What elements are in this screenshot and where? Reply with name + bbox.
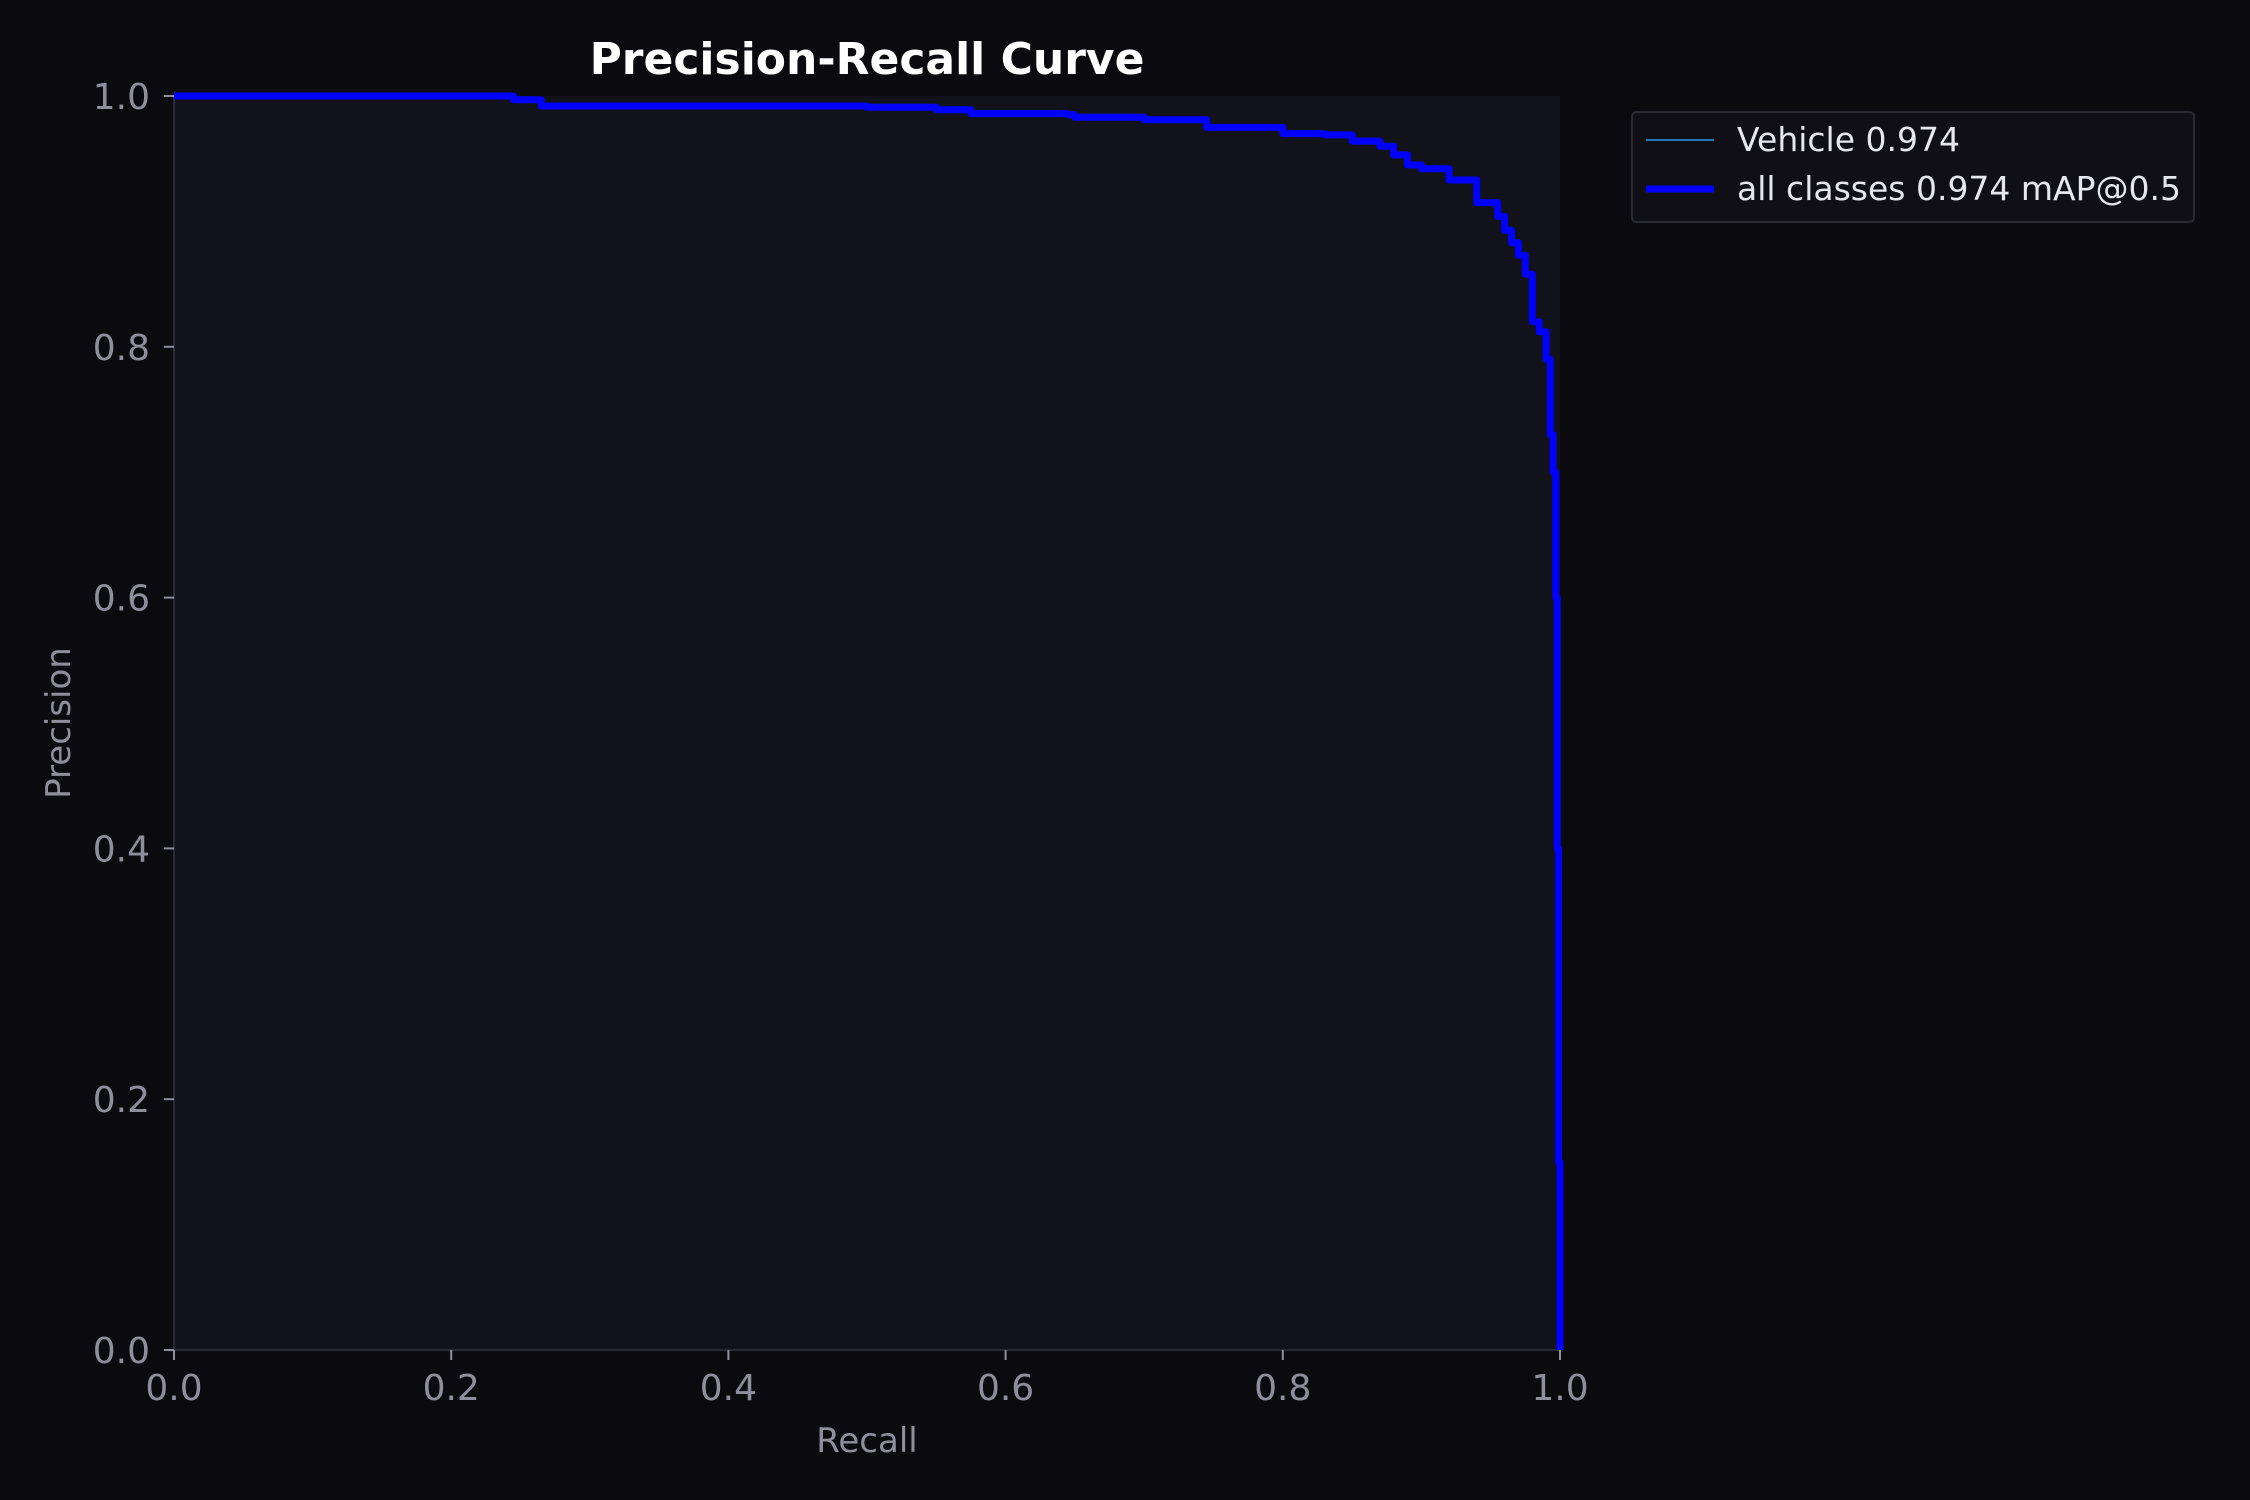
legend-label-all-classes: all classes 0.974 mAP@0.5 xyxy=(1737,169,2181,208)
y-axis-ticks: 0.0 0.2 0.4 0.6 0.8 1.0 xyxy=(93,77,174,1372)
legend: Vehicle 0.974 all classes 0.974 mAP@0.5 xyxy=(1631,111,2195,223)
series-line-all-classes xyxy=(174,92,1564,1350)
x-axis-title: Recall xyxy=(816,1421,917,1461)
legend-label-vehicle: Vehicle 0.974 xyxy=(1737,120,1960,159)
y-tick-label: 0.2 xyxy=(93,1080,150,1121)
plot-area xyxy=(174,96,1560,1350)
chart-title: Precision-Recall Curve xyxy=(590,34,1145,85)
x-tick-label: 1.0 xyxy=(1531,1368,1588,1409)
y-axis-title: Precision xyxy=(39,647,79,799)
x-tick-label: 0.2 xyxy=(423,1368,480,1409)
series-lines xyxy=(174,92,1564,1350)
y-tick-label: 0.4 xyxy=(93,829,150,870)
x-tick-label: 0.6 xyxy=(977,1368,1034,1409)
y-tick-label: 0.0 xyxy=(93,1331,150,1372)
y-tick-label: 0.8 xyxy=(93,328,150,369)
x-axis-ticks: 0.0 0.2 0.4 0.6 0.8 1.0 xyxy=(145,1350,1589,1409)
x-tick-label: 0.4 xyxy=(700,1368,757,1409)
y-tick-label: 1.0 xyxy=(93,77,150,118)
x-tick-label: 0.8 xyxy=(1254,1368,1311,1409)
x-tick-label: 0.0 xyxy=(145,1368,202,1409)
y-tick-label: 0.6 xyxy=(93,579,150,620)
legend-box xyxy=(1631,111,2195,223)
